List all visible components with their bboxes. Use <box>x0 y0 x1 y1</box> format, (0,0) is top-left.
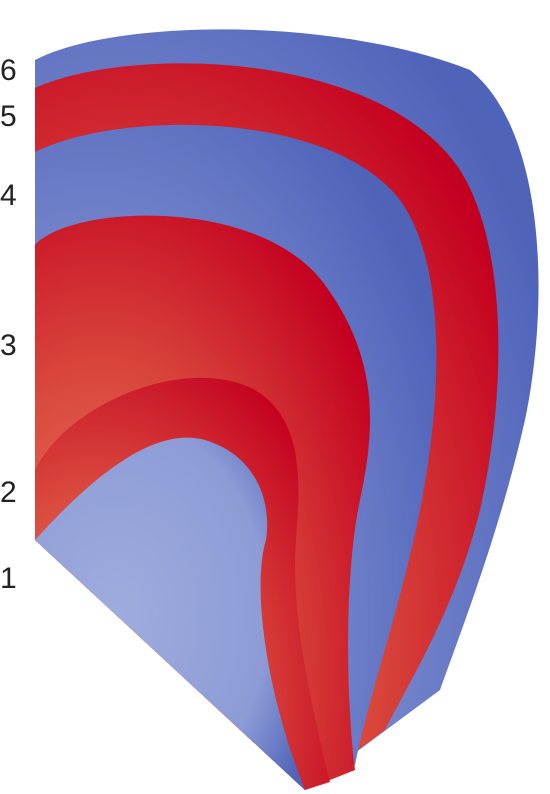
layer-label: 1 <box>0 562 17 595</box>
layer-1 <box>35 437 305 790</box>
layer-label: 2 <box>0 476 17 509</box>
layer-label: 5 <box>0 100 17 133</box>
layer-label: 6 <box>0 54 17 87</box>
layer-label: 4 <box>0 179 17 212</box>
layer-label: 3 <box>0 329 17 362</box>
